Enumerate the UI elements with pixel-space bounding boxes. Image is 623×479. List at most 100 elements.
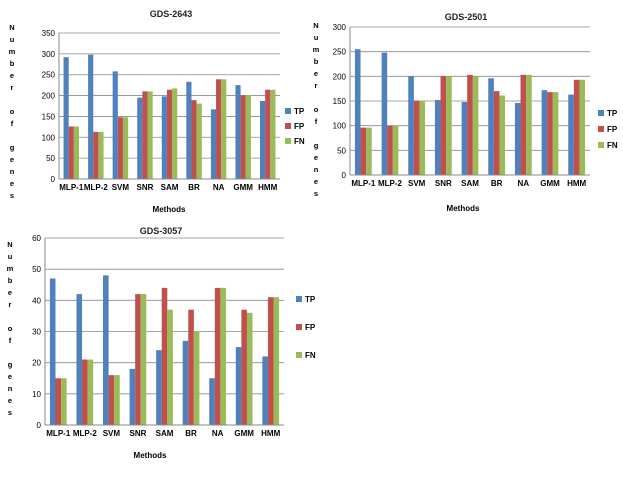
- y-axis-title-letter: e: [8, 372, 12, 381]
- y-axis-title-letter: f: [9, 336, 12, 345]
- y-tick-label: 0: [342, 171, 347, 180]
- bar-fp-na: [214, 287, 221, 425]
- x-tick-label: SNR: [136, 183, 153, 192]
- bar-fp-na: [520, 74, 527, 175]
- bar-fn-br: [193, 331, 200, 425]
- bar-fp-mlp-2: [82, 359, 88, 425]
- chart-gds-3057: GDS-3057 0 10 20 30 40 50 60 MLP-1 MLP-2 SVM SNR S…: [7, 226, 316, 460]
- x-tick-label: HMM: [258, 183, 277, 192]
- y-axis-title-letter: n: [314, 165, 319, 174]
- y-axis-title-letter: N: [313, 21, 318, 30]
- bar-fp-gmm: [240, 95, 246, 179]
- bar-fp-snr: [142, 91, 148, 179]
- bar-fn-na: [526, 74, 532, 175]
- y-axis-title-letter: m: [9, 47, 16, 56]
- bars: [49, 275, 280, 425]
- legend: TP FP FN: [598, 109, 618, 150]
- y-axis-title-letter: b: [314, 57, 319, 66]
- legend-label-tp: TP: [305, 295, 316, 304]
- bar-tp-mlp-1: [354, 49, 361, 176]
- bar-fn-mlp-2: [392, 125, 399, 175]
- bar-fn-br: [499, 95, 506, 175]
- x-axis-title: Methods: [447, 204, 480, 213]
- bar-tp-br: [186, 81, 192, 179]
- bar-fp-mlp-2: [387, 125, 393, 175]
- bar-tp-gmm: [235, 85, 241, 179]
- bar-fp-svm: [108, 375, 115, 425]
- y-axis-title-letter: N: [9, 23, 14, 32]
- bar-fn-br: [196, 103, 202, 179]
- x-tick-label: MLP-2: [378, 179, 403, 188]
- x-tick-label: MLP-2: [73, 429, 98, 438]
- legend-swatch-fn: [598, 142, 604, 148]
- y-axis-title-letter: e: [8, 288, 12, 297]
- x-tick-label: GMM: [540, 179, 560, 188]
- y-tick-label: 20: [32, 359, 41, 368]
- y-axis-title-letter: r: [315, 81, 318, 90]
- axes: [44, 238, 284, 426]
- legend-swatch-fn: [296, 352, 302, 358]
- bar-fp-svm: [413, 100, 420, 175]
- bar-fp-gmm: [241, 309, 247, 425]
- y-axis-title-letter: b: [10, 59, 15, 68]
- axes: [349, 27, 590, 176]
- bar-tp-mlp-2: [381, 52, 388, 175]
- bar-fp-sam: [467, 74, 473, 175]
- bar-fp-hmm: [573, 79, 580, 175]
- y-axis-title-letter: u: [314, 33, 319, 42]
- chart-title: GDS-3057: [140, 226, 183, 236]
- bar-fn-mlp-2: [98, 131, 104, 179]
- y-axis-title-letter: o: [10, 107, 15, 116]
- x-tick-labels: MLP-1 MLP-2 SVM SNR SAM BR NA GMM HMM: [59, 183, 277, 192]
- x-tick-label: NA: [212, 429, 224, 438]
- y-axis-title-letter: r: [9, 300, 12, 309]
- x-tick-label: HMM: [261, 429, 280, 438]
- bar-fn-svm: [122, 117, 129, 179]
- bar-tp-svm: [103, 275, 109, 425]
- x-axis-title: Methods: [153, 205, 186, 214]
- bar-fp-snr: [440, 76, 447, 175]
- y-axis-title-letter: n: [10, 167, 15, 176]
- y-axis-title-letter: e: [314, 177, 318, 186]
- x-tick-label: SAM: [161, 183, 179, 192]
- y-axis-title-letter: u: [8, 252, 13, 261]
- bar-tp-na: [514, 102, 521, 175]
- y-tick-label: 30: [32, 328, 41, 337]
- bar-fp-br: [188, 309, 194, 425]
- y-axis-title-letter: m: [7, 264, 14, 273]
- bar-fn-hmm: [579, 79, 586, 175]
- bar-tp-mlp-2: [76, 294, 83, 425]
- legend-label-tp: TP: [607, 109, 618, 118]
- legend-label-fp: FP: [305, 323, 316, 332]
- bar-fp-mlp-1: [55, 378, 62, 425]
- bar-fn-svm: [419, 100, 426, 175]
- bar-tp-gmm: [541, 90, 548, 175]
- y-tick-label: 60: [32, 234, 41, 243]
- y-tick-label: 100: [42, 133, 56, 142]
- bar-fp-na: [216, 79, 222, 179]
- y-axis-title-letter: f: [315, 117, 318, 126]
- bar-fn-hmm: [270, 89, 276, 179]
- chart-title: GDS-2643: [150, 9, 193, 19]
- y-tick-label: 300: [333, 23, 347, 32]
- bar-fn-mlp-1: [366, 127, 372, 175]
- bar-tp-snr: [129, 368, 136, 425]
- bars: [354, 49, 586, 176]
- bar-fp-svm: [117, 117, 123, 179]
- bar-tp-gmm: [235, 347, 242, 425]
- x-tick-label: BR: [188, 183, 200, 192]
- y-tick-label: 10: [32, 390, 41, 399]
- y-tick-label: 150: [42, 112, 56, 121]
- x-tick-label: MLP-1: [46, 429, 71, 438]
- y-axis-title-letter: e: [10, 179, 14, 188]
- bar-fn-gmm: [552, 92, 559, 175]
- y-axis-title-letter: e: [314, 69, 318, 78]
- bar-fn-na: [221, 79, 227, 179]
- y-axis-title-letter: o: [314, 105, 319, 114]
- bar-fn-snr: [147, 91, 153, 179]
- y-axis-title-letter: u: [10, 35, 15, 44]
- bar-tp-svm: [112, 71, 118, 179]
- bar-fn-gmm: [245, 95, 251, 179]
- bar-tp-mlp-2: [88, 54, 94, 179]
